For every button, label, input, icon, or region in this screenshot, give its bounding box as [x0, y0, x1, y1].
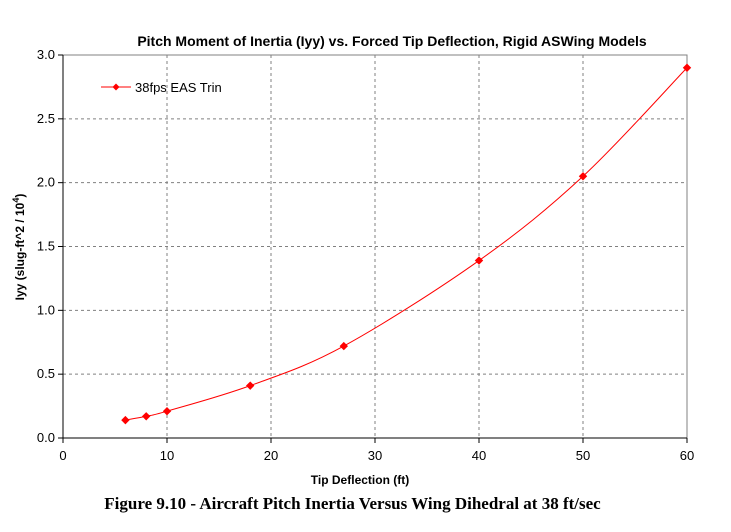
y-tick-label: 3.0 [37, 47, 55, 62]
x-tick-label: 40 [472, 448, 486, 463]
series-group [121, 63, 692, 425]
data-point-marker [121, 415, 130, 425]
x-tick-label: 30 [368, 448, 382, 463]
data-point-marker [578, 172, 588, 181]
y-tick-label: 1.5 [37, 239, 55, 254]
data-point-marker [245, 381, 255, 390]
grid [63, 55, 687, 438]
axis-ticks: 0.0 0.5 1.0 1.5 2.0 2.5 3.0 0 10 20 30 40 50 60 [37, 47, 694, 463]
x-tick-label: 10 [160, 448, 174, 463]
data-point-marker [474, 256, 484, 265]
legend-marker [112, 83, 120, 91]
x-tick-label: 60 [680, 448, 694, 463]
y-tick-label: 2.5 [37, 111, 55, 126]
legend: 38fps EAS Trin [101, 80, 222, 95]
x-tick-label: 20 [264, 448, 278, 463]
y-tick-label: 1.0 [37, 302, 55, 317]
data-point-marker [162, 406, 172, 416]
x-axis-label: Tip Deflection (ft) [311, 473, 409, 487]
x-tick-label: 50 [576, 448, 590, 463]
y-tick-label: 0.5 [37, 366, 55, 381]
chart-title: Pitch Moment of Inertia (Iyy) vs. Forced… [137, 33, 647, 49]
data-point-marker [682, 63, 692, 72]
y-tick-label: 2.0 [37, 175, 55, 190]
y-tick-label: 0.0 [37, 430, 55, 445]
figure-caption: Figure 9.10 - Aircraft Pitch Inertia Ver… [104, 494, 601, 513]
series-line [125, 67, 688, 421]
legend-label: 38fps EAS Trin [135, 80, 222, 95]
data-point-marker [141, 412, 151, 421]
x-tick-label: 0 [59, 448, 66, 463]
data-point-marker [339, 341, 349, 351]
y-axis-label: Iyy (slug-ft^2 / 104) [11, 194, 27, 301]
